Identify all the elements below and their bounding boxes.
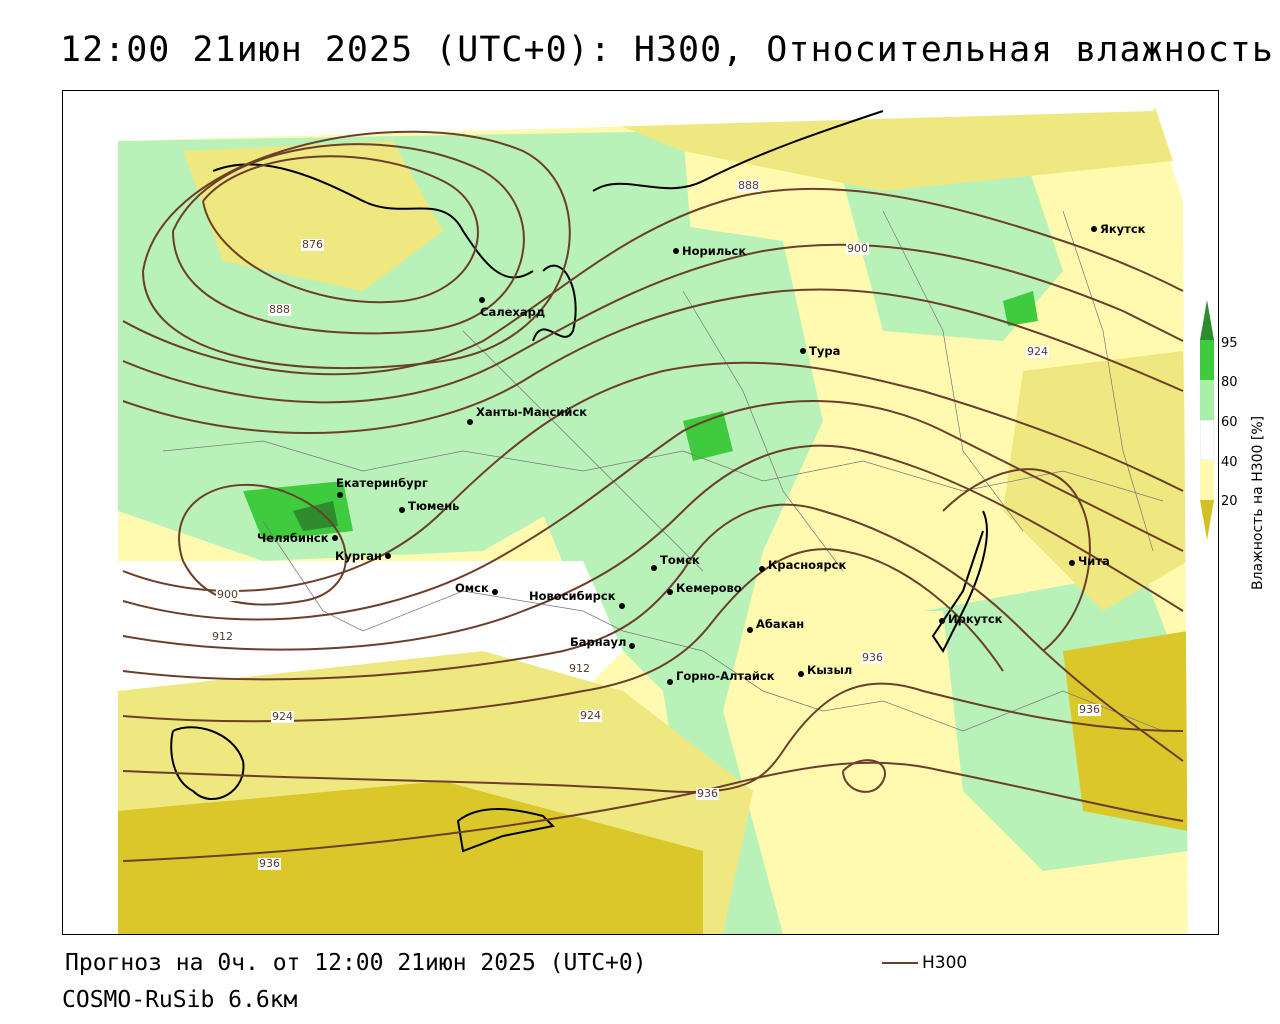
city-marker <box>1091 226 1097 232</box>
city-marker <box>467 419 473 425</box>
city-label: Кызыл <box>807 663 853 677</box>
colorbar-tick: 40 <box>1221 455 1238 470</box>
city-khanty-mansiysk: Ханты-Мансийск <box>467 405 587 429</box>
isoline-label: 888 <box>268 303 291 316</box>
city-chita: Чита <box>1069 554 1110 570</box>
city-marker <box>667 589 673 595</box>
legend-line-swatch <box>882 962 918 964</box>
isoline-label: 888 <box>737 179 760 192</box>
isoline-label: 912 <box>211 630 234 643</box>
isoline-label: 936 <box>1078 703 1101 716</box>
city-chelyabinsk: Челябинск <box>257 531 338 545</box>
isoline-label: 924 <box>271 710 294 723</box>
city-marker <box>1069 560 1075 566</box>
isoline-label: 936 <box>696 787 719 800</box>
city-label: Ханты-Мансийск <box>476 405 588 419</box>
model-caption: COSMO-RuSib 6.6км <box>62 987 298 1013</box>
city-label: Якутск <box>1100 222 1146 236</box>
city-label: Барнаул <box>570 635 627 649</box>
isoline-label: 924 <box>1026 345 1049 358</box>
city-label: Томск <box>660 553 700 567</box>
humidity-field <box>63 91 1218 934</box>
city-marker <box>800 348 806 354</box>
city-kemerovo: Кемерово <box>667 581 742 599</box>
city-marker <box>618 603 625 609</box>
city-gorno-altaysk: Горно-Алтайск <box>667 669 775 689</box>
legend-label: H300 <box>922 953 968 973</box>
isoline-label: 900 <box>216 588 239 601</box>
city-marker <box>798 671 804 677</box>
city-label: Красноярск <box>768 558 847 572</box>
city-marker <box>479 297 485 303</box>
city-kurgan: Курган <box>335 549 391 563</box>
colorbar-tick: 20 <box>1221 494 1238 509</box>
city-label: Иркутск <box>948 612 1003 626</box>
city-label: Тура <box>809 344 841 358</box>
city-yekaterinburg: Екатеринбург <box>336 476 438 502</box>
city-label: Чита <box>1078 554 1110 568</box>
isoline-label: 936 <box>258 857 281 870</box>
city-label: Норильск <box>682 244 747 258</box>
colorbar-tick: 60 <box>1221 415 1238 430</box>
city-marker <box>399 507 405 513</box>
city-marker <box>939 618 945 624</box>
city-tura: Тура <box>800 344 840 358</box>
city-kyzyl: Кызыл <box>798 663 852 681</box>
city-label: Омск <box>455 581 489 595</box>
city-marker <box>747 627 753 633</box>
forecast-caption: Прогноз на 0ч. от 12:00 21июн 2025 (UTC+… <box>65 950 647 976</box>
city-tomsk: Томск <box>651 553 700 575</box>
city-marker <box>759 566 765 572</box>
isoline-label: 936 <box>861 651 884 664</box>
city-marker <box>337 492 343 498</box>
city-marker <box>629 643 636 649</box>
isoline-label: 924 <box>579 709 602 722</box>
isoline-label: 876 <box>301 238 324 251</box>
map-canvas: 888 876 888 900 924 900 912 912 924 924 … <box>62 90 1219 935</box>
city-label: Абакан <box>756 617 805 631</box>
city-irkutsk: Иркутск <box>939 612 1003 628</box>
city-label: Курган <box>335 549 382 563</box>
city-marker <box>673 248 679 254</box>
city-tyumen: Тюмень <box>399 499 459 517</box>
city-marker <box>331 535 338 541</box>
city-marker <box>384 553 391 559</box>
city-barnaul: Барнаул <box>570 635 636 653</box>
city-label: Кемерово <box>676 581 742 595</box>
city-salekhard: Салехард <box>479 293 553 319</box>
city-label: Челябинск <box>257 531 329 545</box>
isoline-legend: H300 <box>882 953 967 973</box>
city-marker <box>651 565 657 571</box>
city-yakutsk: Якутск <box>1091 222 1145 236</box>
isoline-label: 900 <box>846 242 869 255</box>
city-novosibirsk: Новосибирск <box>529 589 625 613</box>
city-krasnoyarsk: Красноярск <box>759 558 846 576</box>
city-marker <box>667 679 673 685</box>
city-label: Горно-Алтайск <box>676 669 775 683</box>
city-label: Екатеринбург <box>336 476 428 490</box>
humidity-colorbar <box>1200 300 1214 540</box>
city-label: Новосибирск <box>529 589 616 603</box>
city-norilsk: Норильск <box>673 244 746 258</box>
city-abakan: Абакан <box>747 617 804 637</box>
colorbar-tick: 80 <box>1221 375 1238 390</box>
city-marker <box>491 589 498 595</box>
colorbar-tick: 95 <box>1221 336 1238 351</box>
colorbar-label: Влажность на H300 [%] <box>1250 415 1266 590</box>
city-label: Тюмень <box>408 499 460 513</box>
city-omsk: Омск <box>455 581 498 599</box>
isoline-label: 912 <box>568 662 591 675</box>
city-label: Салехард <box>480 305 546 319</box>
map-title: 12:00 21июн 2025 (UTC+0): H300, Относите… <box>60 30 1274 70</box>
